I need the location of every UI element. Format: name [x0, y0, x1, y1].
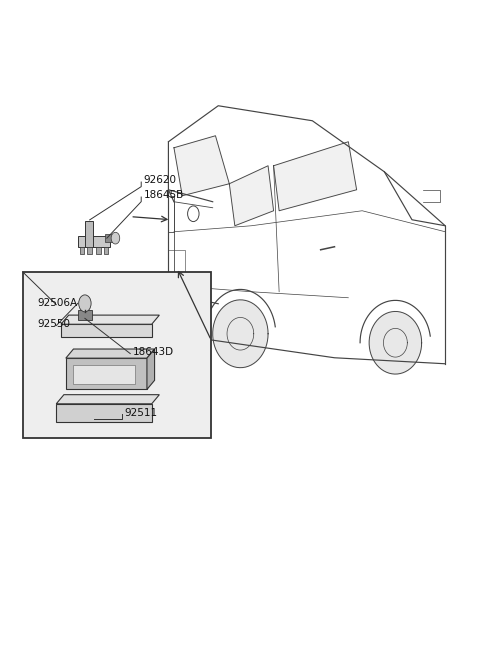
Circle shape	[79, 295, 91, 312]
Bar	[56, 404, 152, 422]
Bar	[78, 236, 110, 248]
Polygon shape	[213, 300, 268, 367]
Polygon shape	[147, 349, 155, 390]
Bar	[73, 365, 135, 384]
Bar	[85, 221, 93, 248]
Circle shape	[111, 233, 120, 244]
Text: 92550: 92550	[37, 319, 70, 329]
Polygon shape	[66, 349, 155, 358]
Text: 92620: 92620	[144, 176, 177, 185]
Bar	[66, 358, 147, 390]
Bar	[61, 324, 152, 337]
Bar	[80, 248, 84, 253]
Polygon shape	[174, 136, 229, 196]
Bar	[96, 248, 101, 253]
Text: 18645B: 18645B	[144, 191, 184, 200]
Polygon shape	[274, 141, 357, 211]
Text: 18643D: 18643D	[132, 347, 174, 357]
Bar	[78, 310, 92, 320]
Polygon shape	[369, 312, 421, 374]
Polygon shape	[56, 395, 159, 404]
Polygon shape	[61, 315, 159, 324]
Bar	[105, 234, 114, 242]
Text: 92506A: 92506A	[37, 298, 77, 308]
Bar	[87, 248, 92, 253]
Text: 92511: 92511	[124, 407, 157, 417]
Bar	[104, 248, 108, 253]
Bar	[23, 272, 211, 438]
Polygon shape	[229, 166, 274, 226]
